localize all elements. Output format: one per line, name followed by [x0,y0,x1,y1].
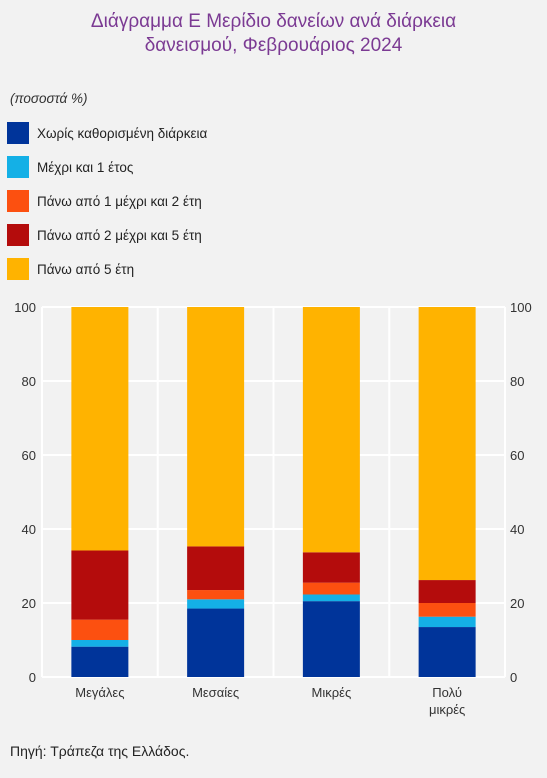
x-category-label: Μικρές [312,685,352,700]
y-tick-label-right: 100 [510,300,532,315]
bar-segment [71,307,129,551]
x-category-label: Μεσαίες [192,685,239,700]
y-tick-label-right: 20 [510,596,524,611]
legend-label: Πάνω από 2 μέχρι και 5 έτη [37,228,202,243]
stacked-bar-chart: 0 0 20 20 40 40 60 60 80 80 100 100 Μεγάλες Μεσαίες Μι… [14,300,532,717]
chart-title-line-1: Διάγραμμα Ε Μερίδιο δανείων ανά διάρκεια [90,11,457,32]
x-category-label: Πολύ [432,685,462,700]
y-tick-label-left: 0 [29,670,36,685]
y-tick-label-left: 20 [22,596,36,611]
unit-label: (ποσοστά %) [10,91,88,106]
legend-label: Μέχρι και 1 έτος [37,160,134,175]
y-tick-label-left: 40 [22,522,36,537]
bar-segment [187,590,245,600]
bar-segment [418,307,476,581]
y-tick-label-left: 80 [22,374,36,389]
bar-segment [71,640,129,647]
bar-segment [418,603,476,617]
y-tick-label-left: 60 [22,448,36,463]
legend-swatch [7,190,29,212]
bar-segment [418,580,476,603]
bar-segment [302,601,360,677]
x-category-label: μικρές [429,702,465,717]
y-tick-label-right: 60 [510,448,524,463]
chart-title: Διάγραμμα Ε Μερίδιο δανείων ανά διάρκεια… [0,10,547,58]
legend-swatch [7,224,29,246]
bar-segment [418,616,476,628]
bar-segment [302,582,360,595]
bar-segment [187,608,245,677]
chart-title-line-2: δανεισμού, Φεβρουάριος 2024 [144,35,403,56]
bar-segment [71,550,129,620]
bar-segment [302,307,360,553]
bar-segment [418,627,476,677]
legend-label: Πάνω από 5 έτη [37,262,135,277]
y-tick-label-left: 100 [14,300,36,315]
y-tick-label-right: 40 [510,522,524,537]
y-tick-label-right: 80 [510,374,524,389]
legend-label: Χωρίς καθορισμένη διάρκεια [37,126,208,141]
legend-swatch [7,258,29,280]
legend-swatch [7,122,29,144]
legend-label: Πάνω από 1 μέχρι και 2 έτη [37,194,202,209]
bar-segment [302,552,360,583]
bar-segment [302,594,360,602]
bar-segment [71,619,129,640]
source-note: Πηγή: Τράπεζα της Ελλάδος. [10,743,190,759]
x-category-label: Μεγάλες [75,685,124,700]
y-tick-label-right: 0 [510,670,517,685]
bar-segment [187,599,245,609]
legend-swatch [7,156,29,178]
bar-segment [187,307,245,547]
bar-segment [71,646,129,677]
bar-segment [187,546,245,591]
